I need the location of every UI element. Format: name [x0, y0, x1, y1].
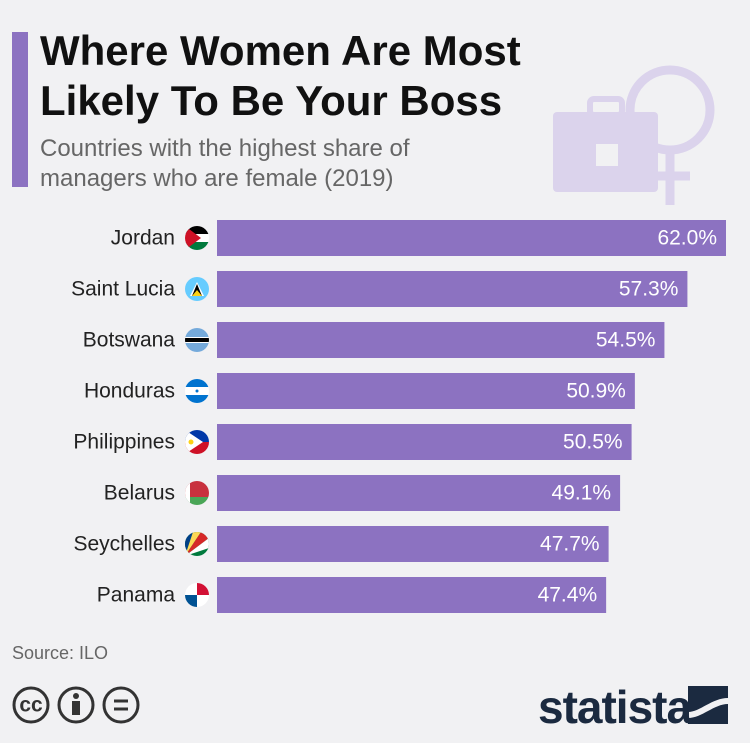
flags: [185, 226, 209, 607]
title: Where Women Are Most Likely To Be Your B…: [40, 27, 521, 124]
bar: [217, 322, 665, 358]
license-icons: cc: [12, 686, 140, 724]
bar: [217, 475, 621, 511]
category-label: Panama: [97, 584, 176, 607]
bar: [217, 373, 635, 409]
category-label: Botswana: [83, 329, 176, 352]
value-label: 62.0%: [657, 227, 717, 250]
bar: [217, 526, 609, 562]
category-label: Belarus: [104, 482, 175, 505]
value-label: 50.5%: [563, 431, 623, 454]
bar: [217, 577, 607, 613]
value-label: 54.5%: [596, 329, 656, 352]
bar: [217, 271, 688, 307]
source: Source: ILO: [12, 643, 109, 663]
value-label: 49.1%: [552, 482, 612, 505]
bar: [217, 424, 632, 460]
accent-bar: [12, 32, 28, 187]
category-label: Saint Lucia: [71, 278, 175, 301]
logo: statista: [538, 681, 692, 733]
bar: [217, 220, 726, 256]
svg-text:cc: cc: [19, 694, 43, 717]
category-label: Jordan: [111, 227, 175, 250]
value-label: 47.4%: [538, 584, 598, 607]
value-label: 50.9%: [566, 380, 626, 403]
category-label: Philippines: [73, 431, 175, 454]
value-label: 57.3%: [619, 278, 679, 301]
subtitle: Countries with the highest share of mana…: [40, 135, 410, 192]
decoration-icon: [553, 65, 715, 205]
logo-mark: [688, 686, 728, 724]
value-label: 47.7%: [540, 533, 600, 556]
category-label: Seychelles: [73, 533, 175, 556]
category-label: Honduras: [84, 380, 175, 403]
